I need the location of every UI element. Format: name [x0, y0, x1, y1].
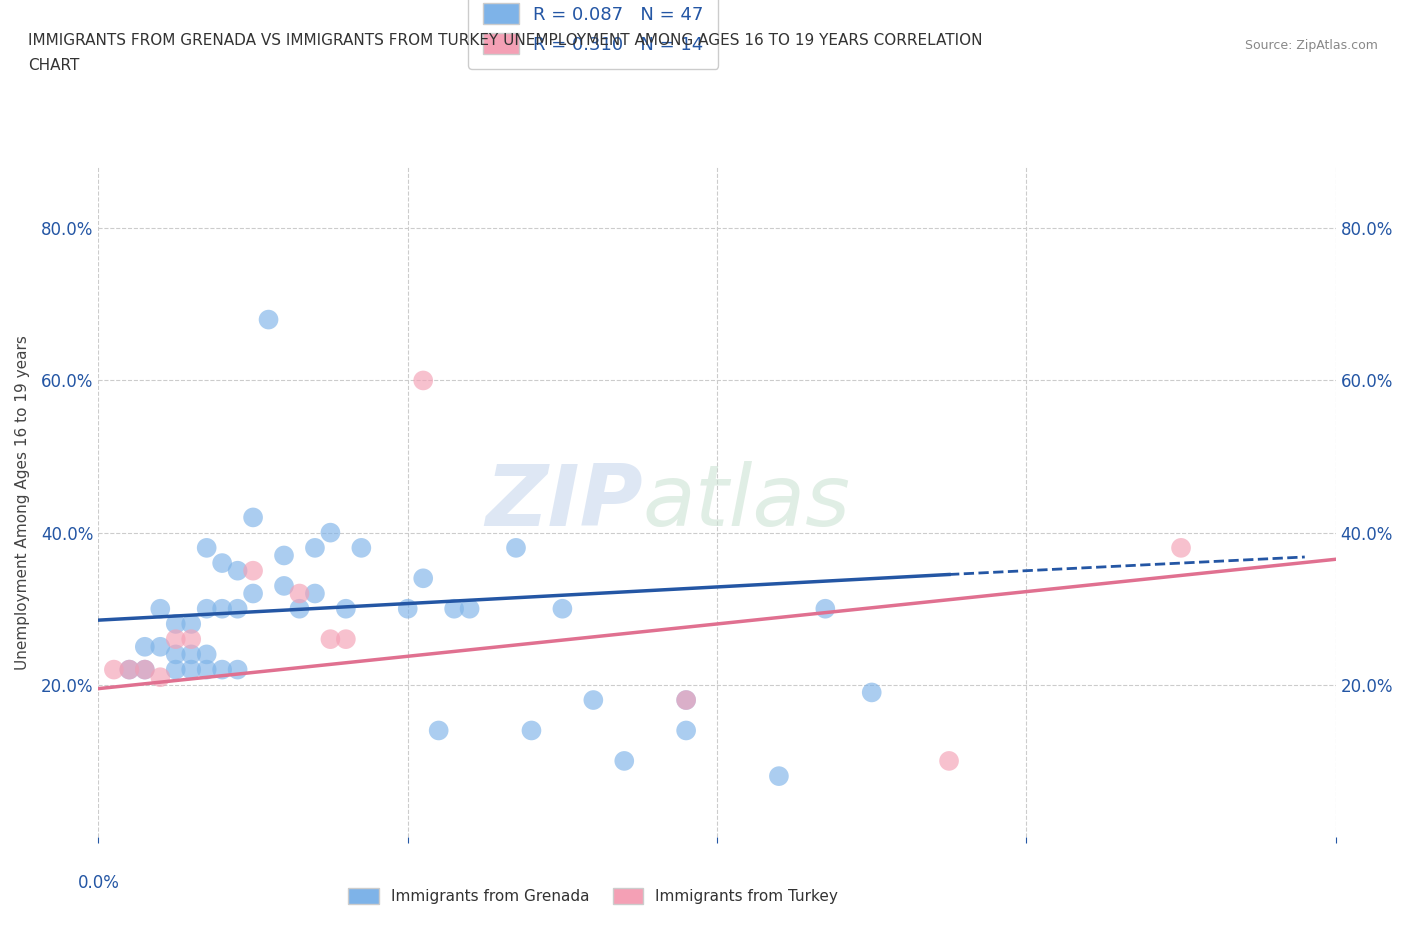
Point [304, 540, 326, 555]
Point [814, 602, 837, 617]
Point [211, 555, 233, 570]
Point [257, 312, 280, 327]
Point [860, 685, 883, 700]
Text: ZIP: ZIP [485, 460, 643, 544]
Point [675, 693, 697, 708]
Point [288, 586, 311, 601]
Point [335, 631, 357, 646]
Point [180, 662, 202, 677]
Point [165, 647, 187, 662]
Point [304, 586, 326, 601]
Point [1170, 540, 1192, 555]
Point [149, 602, 172, 617]
Text: atlas: atlas [643, 460, 851, 544]
Point [195, 647, 218, 662]
Text: 0.0%: 0.0% [77, 874, 120, 892]
Point [226, 602, 249, 617]
Point [134, 662, 156, 677]
Y-axis label: Unemployment Among Ages 16 to 19 years: Unemployment Among Ages 16 to 19 years [15, 335, 30, 670]
Point [149, 639, 172, 654]
Point [165, 631, 187, 646]
Point [458, 602, 481, 617]
Point [118, 662, 141, 677]
Point [226, 564, 249, 578]
Point [242, 510, 264, 525]
Point [180, 631, 202, 646]
Point [350, 540, 373, 555]
Text: Source: ZipAtlas.com: Source: ZipAtlas.com [1244, 39, 1378, 52]
Point [938, 753, 960, 768]
Point [412, 571, 434, 586]
Point [319, 631, 342, 646]
Point [211, 662, 233, 677]
Legend: Immigrants from Grenada, Immigrants from Turkey: Immigrants from Grenada, Immigrants from… [336, 876, 851, 916]
Point [675, 723, 697, 737]
Point [180, 647, 202, 662]
Point [273, 578, 295, 593]
Point [582, 693, 605, 708]
Point [134, 639, 156, 654]
Text: CHART: CHART [28, 58, 80, 73]
Point [319, 525, 342, 540]
Point [195, 662, 218, 677]
Point [505, 540, 527, 555]
Point [134, 662, 156, 677]
Point [195, 602, 218, 617]
Point [195, 540, 218, 555]
Point [412, 373, 434, 388]
Point [226, 662, 249, 677]
Point [118, 662, 141, 677]
Point [768, 769, 790, 784]
Point [273, 548, 295, 563]
Text: IMMIGRANTS FROM GRENADA VS IMMIGRANTS FROM TURKEY UNEMPLOYMENT AMONG AGES 16 TO : IMMIGRANTS FROM GRENADA VS IMMIGRANTS FR… [28, 33, 983, 47]
Point [288, 602, 311, 617]
Point [211, 602, 233, 617]
Point [520, 723, 543, 737]
Point [396, 602, 419, 617]
Point [335, 602, 357, 617]
Point [103, 662, 125, 677]
Point [551, 602, 574, 617]
Point [165, 617, 187, 631]
Point [242, 564, 264, 578]
Point [242, 586, 264, 601]
Point [165, 662, 187, 677]
Point [149, 670, 172, 684]
Point [675, 693, 697, 708]
Point [613, 753, 636, 768]
Point [443, 602, 465, 617]
Point [427, 723, 450, 737]
Point [180, 617, 202, 631]
